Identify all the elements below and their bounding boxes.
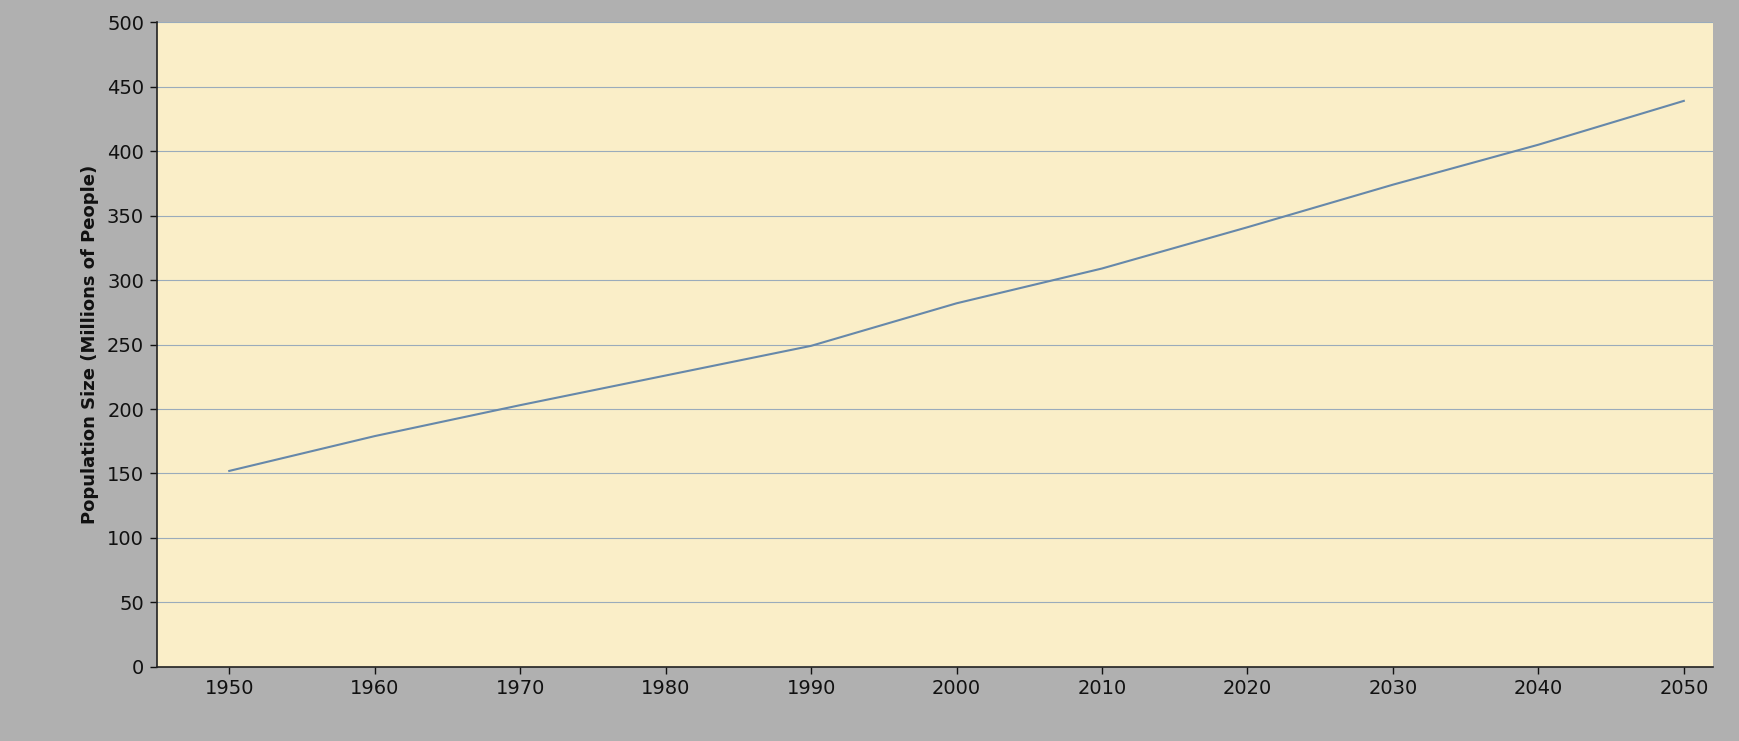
Y-axis label: Population Size (Millions of People): Population Size (Millions of People)	[80, 165, 99, 524]
